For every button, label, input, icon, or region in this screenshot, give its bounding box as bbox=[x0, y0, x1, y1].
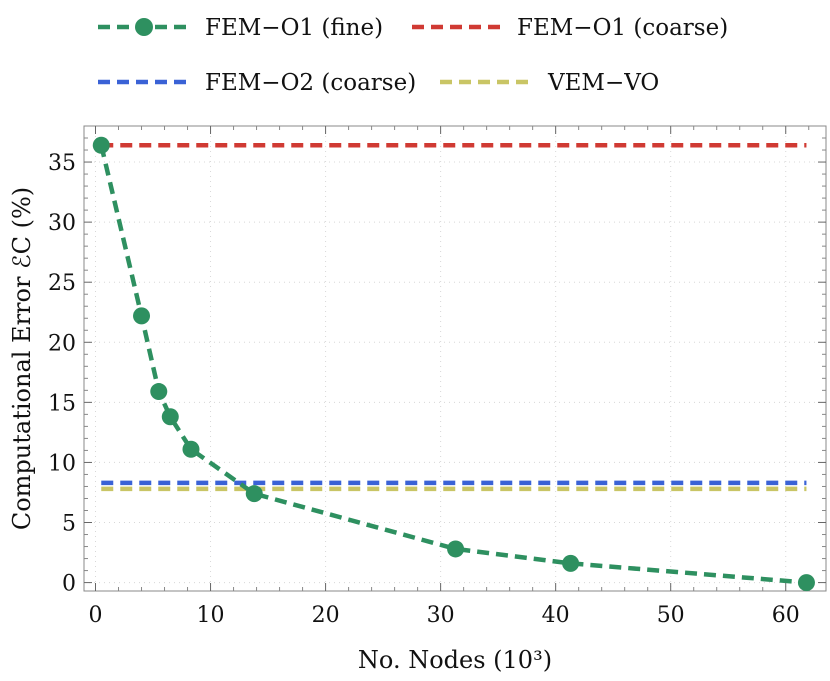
x-tick-label: 10 bbox=[197, 603, 225, 628]
data-point bbox=[245, 485, 263, 503]
y-tick-label: 15 bbox=[48, 391, 76, 416]
y-tick-label: 20 bbox=[48, 331, 76, 356]
x-tick-label: 30 bbox=[427, 603, 455, 628]
legend: FEM−O1 (fine) FEM−O1 (coarse) FEM−O2 (coar… bbox=[98, 15, 728, 96]
plot-frame bbox=[83, 125, 827, 592]
y-tick-label: 10 bbox=[48, 451, 76, 476]
x-tick-label: 20 bbox=[312, 603, 340, 628]
y-tick-label: 30 bbox=[48, 211, 76, 236]
y-tick-label: 5 bbox=[62, 512, 76, 537]
data-point bbox=[92, 136, 110, 154]
data-point bbox=[182, 440, 200, 458]
data-point bbox=[562, 554, 580, 572]
legend-label-0: FEM−O1 (fine) bbox=[205, 15, 383, 41]
legend-label-2: FEM−O2 (coarse) bbox=[205, 70, 416, 96]
grid bbox=[84, 126, 826, 591]
series-layer bbox=[92, 136, 815, 592]
x-tick-label: 40 bbox=[542, 603, 570, 628]
x-axis-label: No. Nodes (10³) bbox=[358, 646, 552, 674]
y-tick-label: 35 bbox=[48, 151, 76, 176]
y-tick-label: 0 bbox=[62, 572, 76, 597]
data-point bbox=[447, 540, 465, 558]
data-point bbox=[161, 408, 179, 426]
data-point bbox=[133, 307, 151, 325]
series-line-0 bbox=[99, 144, 807, 585]
x-tick-label: 60 bbox=[772, 603, 800, 628]
legend-label-1: FEM−O1 (coarse) bbox=[517, 15, 728, 41]
data-point bbox=[797, 574, 815, 592]
y-axis-label: Computational Error ℰC (%) bbox=[8, 187, 36, 530]
plot-area: 0 10 20 30 40 50 60 0 5 10 15 20 25 30 35 bbox=[48, 125, 827, 628]
x-tick-label: 50 bbox=[657, 603, 685, 628]
legend-label-3: VEM−VO bbox=[547, 70, 659, 96]
data-point bbox=[150, 383, 168, 401]
y-tick-label: 25 bbox=[48, 271, 76, 296]
x-tick-label: 0 bbox=[89, 603, 103, 628]
legend-marker bbox=[135, 18, 153, 36]
ticks: 0 10 20 30 40 50 60 0 5 10 15 20 25 30 35 bbox=[48, 126, 826, 628]
